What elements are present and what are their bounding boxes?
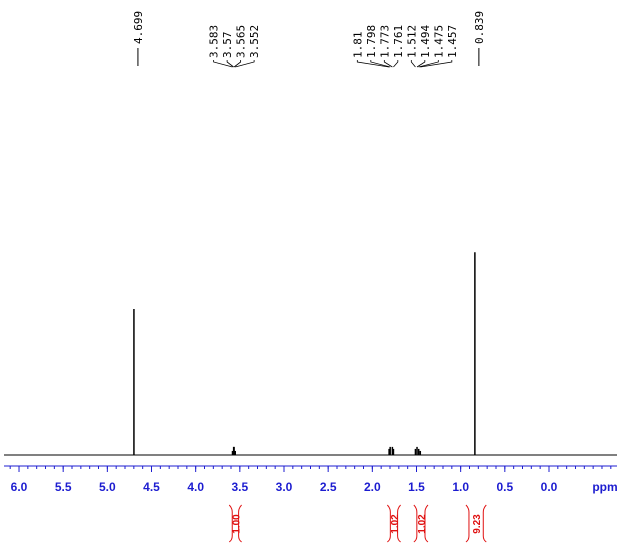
peak-label-connector bbox=[416, 60, 426, 68]
peak-label: 1.81 bbox=[351, 32, 364, 59]
peak-label-connector bbox=[420, 60, 453, 68]
x-tick-label: 2.0 bbox=[364, 480, 381, 494]
peak-label: 1.512 bbox=[405, 25, 418, 58]
integral-label: 1.00 bbox=[231, 514, 242, 534]
x-axis-label: ppm bbox=[592, 480, 617, 494]
integral-bracket bbox=[386, 504, 401, 543]
x-tick-label: 5.0 bbox=[99, 480, 116, 494]
peak-label: 0.839 bbox=[473, 11, 486, 44]
peak-label: 1.457 bbox=[446, 25, 459, 58]
peak-label-connector bbox=[226, 60, 234, 68]
x-tick-label: 4.0 bbox=[187, 480, 204, 494]
peak-label-connector bbox=[410, 60, 416, 68]
x-tick-label: 5.5 bbox=[55, 480, 72, 494]
x-tick-label: 1.0 bbox=[452, 480, 469, 494]
integral-bracket bbox=[228, 504, 242, 543]
x-tick-label: 0.0 bbox=[541, 480, 558, 494]
peak-label-connector bbox=[383, 60, 393, 68]
x-tick-label: 4.5 bbox=[143, 480, 160, 494]
peak-label-connector bbox=[370, 60, 391, 68]
peak-label-connector bbox=[235, 60, 255, 68]
x-tick-label: 6.0 bbox=[11, 480, 28, 494]
x-tick-label: 3.5 bbox=[231, 480, 248, 494]
peak-label-connector bbox=[418, 60, 439, 68]
peak-label-connector bbox=[356, 60, 390, 68]
peak-label: 1.798 bbox=[365, 25, 378, 58]
integral-label: 9.23 bbox=[472, 514, 483, 534]
peak-label: 3.552 bbox=[248, 25, 261, 58]
peak-label: 3.57 bbox=[221, 32, 234, 59]
peak-label-connector bbox=[393, 60, 399, 68]
peak-label: 1.773 bbox=[378, 25, 391, 58]
x-tick-label: 1.5 bbox=[408, 480, 425, 494]
x-tick-label: 0.5 bbox=[496, 480, 513, 494]
integral-label: 1.02 bbox=[390, 514, 401, 534]
peak-label: 4.699 bbox=[132, 11, 145, 44]
peak-label-connector bbox=[233, 60, 242, 68]
peak-label: 1.494 bbox=[419, 25, 432, 58]
peak-label: 1.761 bbox=[392, 25, 405, 58]
peak-label: 3.565 bbox=[235, 25, 248, 58]
peak-label: 3.583 bbox=[208, 25, 221, 58]
integral-bracket bbox=[413, 504, 429, 543]
peak-label: 1.475 bbox=[432, 25, 445, 58]
x-tick-label: 3.0 bbox=[276, 480, 293, 494]
integral-label: 1.02 bbox=[417, 514, 428, 534]
x-tick-label: 2.5 bbox=[320, 480, 337, 494]
peak-label-connector bbox=[213, 60, 233, 68]
integral-bracket bbox=[465, 504, 487, 543]
